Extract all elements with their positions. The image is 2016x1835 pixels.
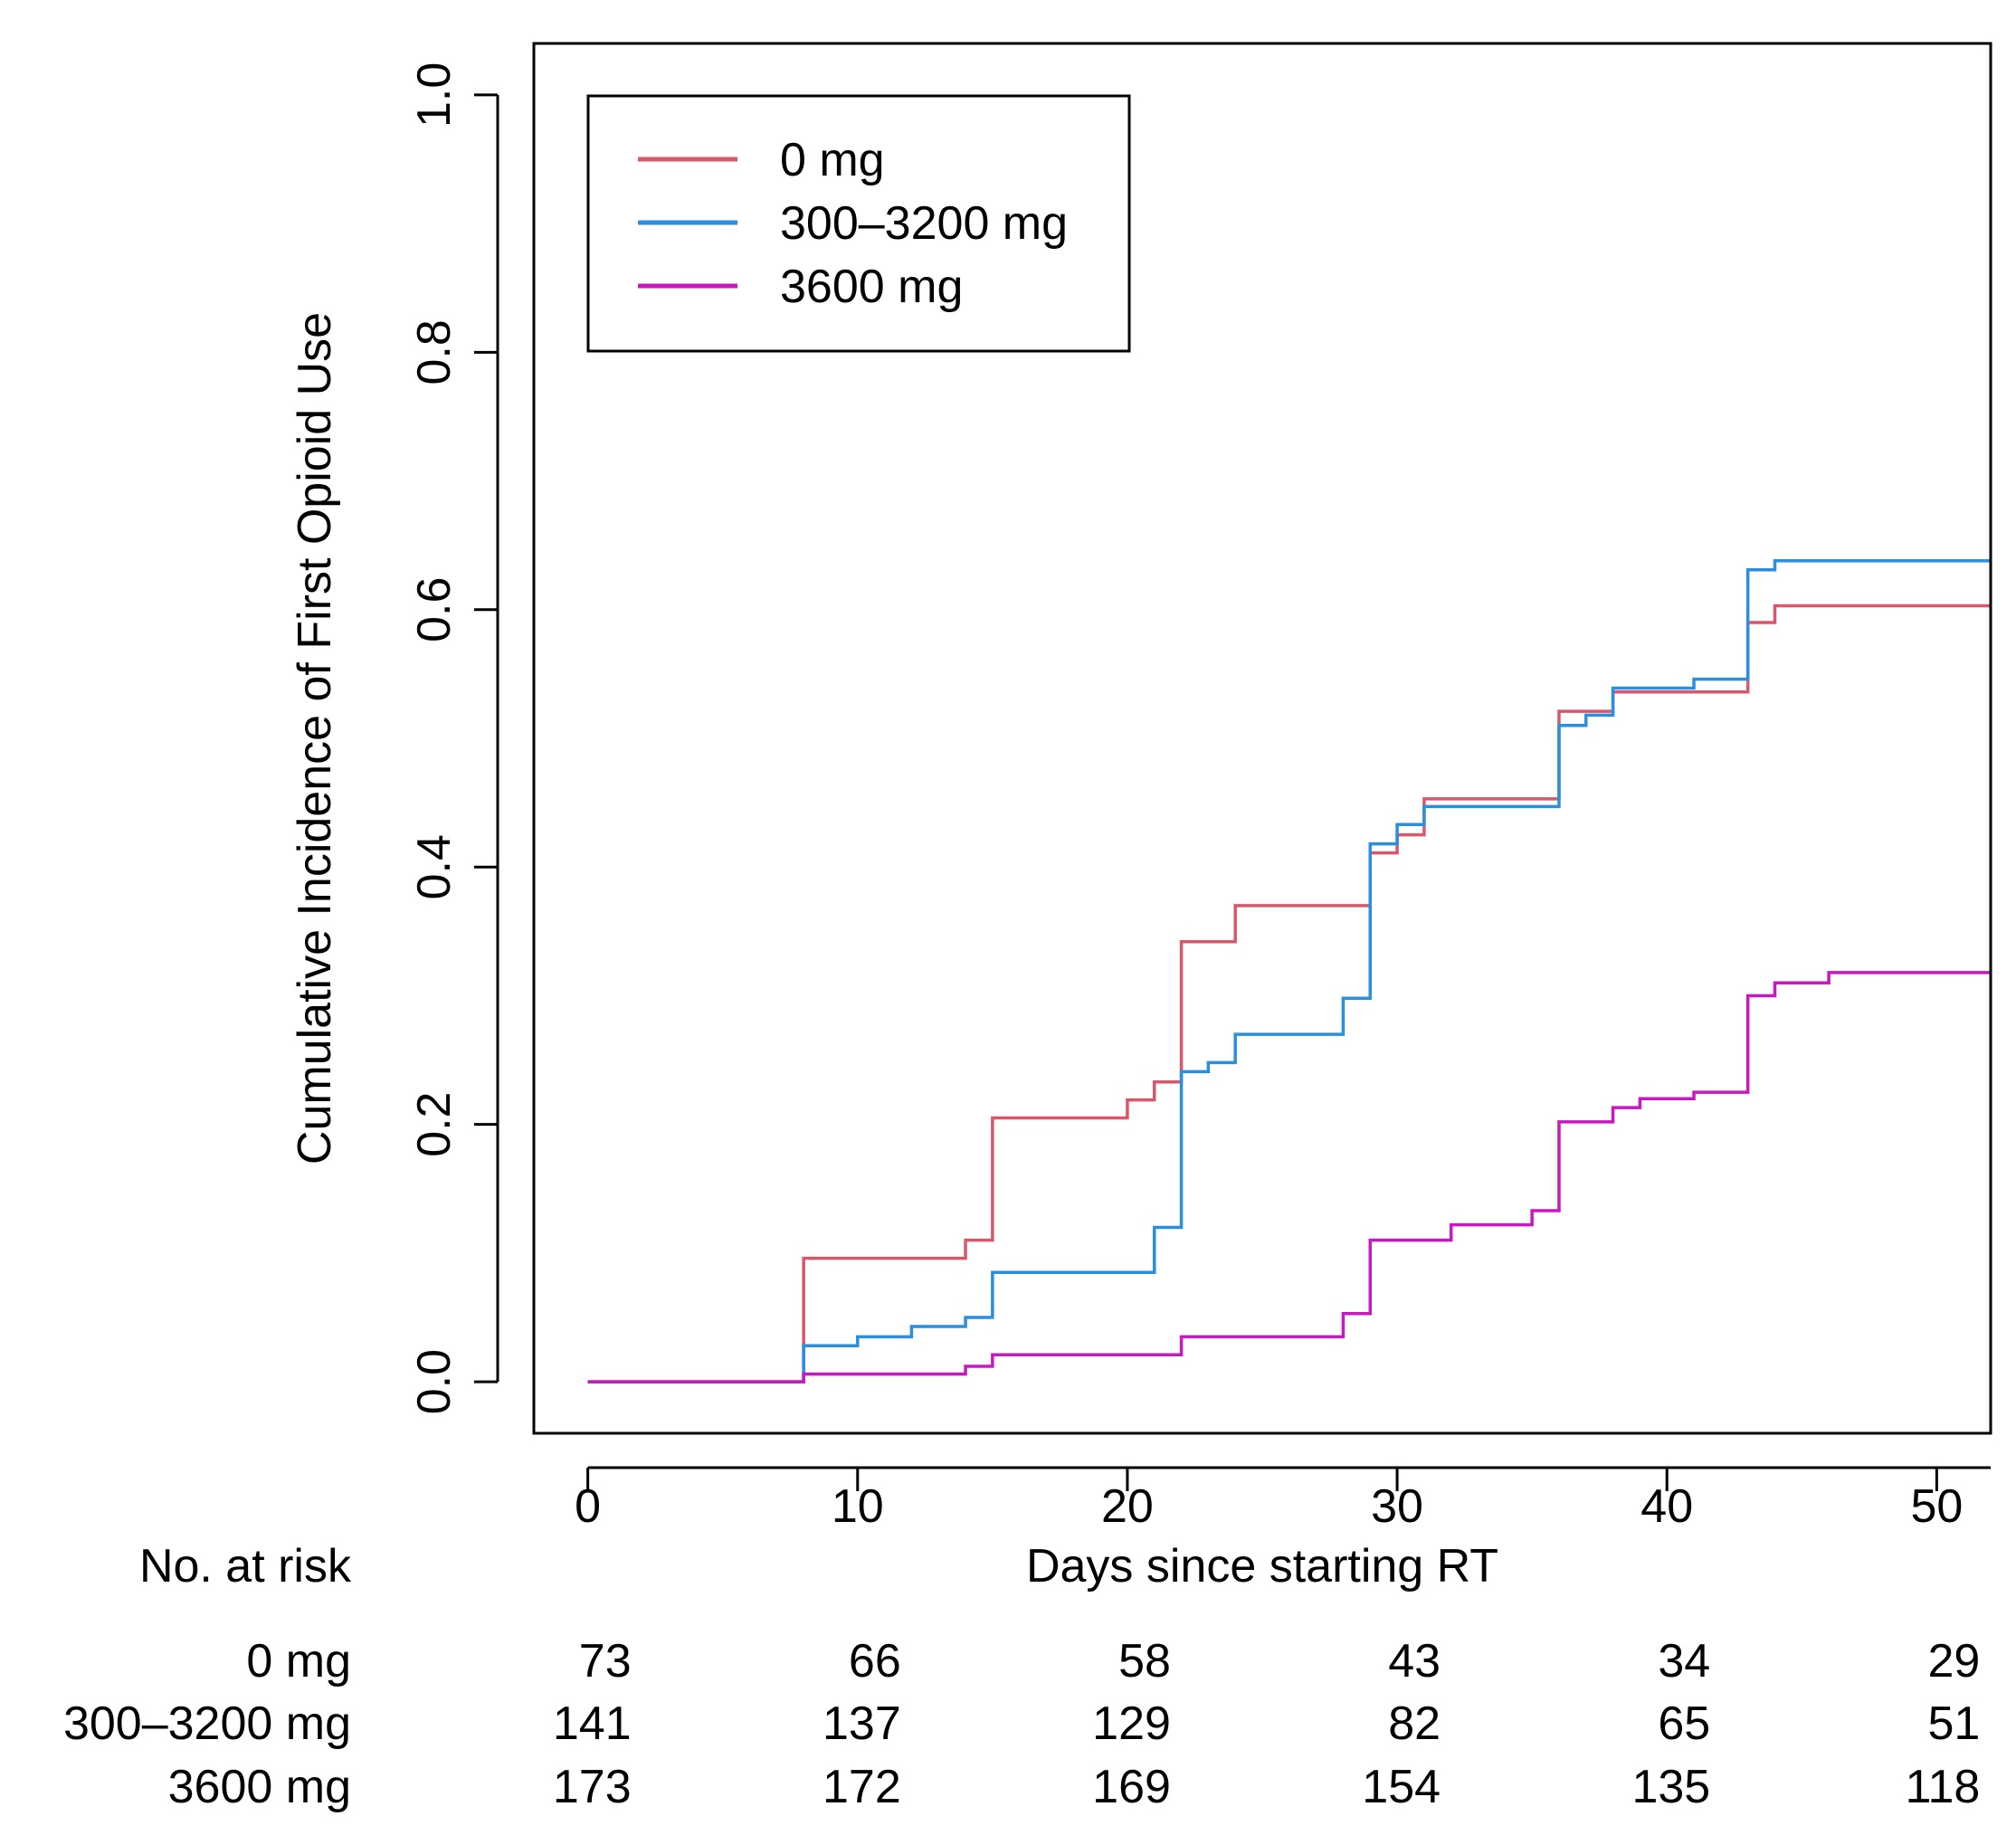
risk-cell: 43 bbox=[1388, 1635, 1441, 1688]
x-tick-label: 40 bbox=[1640, 1480, 1693, 1533]
y-tick-label: 0.8 bbox=[408, 319, 461, 385]
series-layer bbox=[587, 558, 1991, 1383]
risk-cell: 169 bbox=[1092, 1761, 1171, 1813]
legend-label-0: 0 mg bbox=[780, 134, 885, 186]
y-axis: 0.0 0.2 0.4 0.6 0.8 1.0 bbox=[408, 62, 499, 1414]
plot-frame bbox=[532, 42, 1992, 1435]
y-axis-label: Cumulative Incidence of First Opioid Use bbox=[289, 312, 341, 1165]
legend-label-2: 3600 mg bbox=[780, 261, 963, 313]
y-tick-label: 0.4 bbox=[408, 834, 461, 899]
risk-table-header: No. at risk bbox=[139, 1540, 352, 1593]
risk-cell: 173 bbox=[553, 1761, 632, 1813]
y-tick-label: 1.0 bbox=[408, 62, 461, 128]
y-tick-label: 0.2 bbox=[408, 1092, 461, 1157]
risk-cell: 51 bbox=[1928, 1697, 1981, 1750]
legend-label-1: 300–3200 mg bbox=[780, 197, 1068, 250]
risk-cell: 118 bbox=[1905, 1761, 1980, 1813]
risk-cell: 65 bbox=[1658, 1697, 1710, 1750]
risk-cell: 135 bbox=[1631, 1761, 1710, 1813]
x-axis: 0 10 20 30 40 50 bbox=[575, 1466, 1991, 1533]
risk-cell: 141 bbox=[553, 1697, 632, 1750]
risk-cell: 172 bbox=[823, 1761, 901, 1813]
x-axis-label: Days since starting RT bbox=[1026, 1540, 1498, 1593]
risk-cell: 58 bbox=[1118, 1635, 1171, 1688]
x-tick-label: 30 bbox=[1371, 1480, 1423, 1533]
series-line-1 bbox=[587, 558, 1991, 1383]
y-tick-label: 0.6 bbox=[408, 577, 461, 642]
risk-cell: 137 bbox=[823, 1697, 901, 1750]
risk-row-label: 0 mg bbox=[246, 1635, 351, 1688]
x-tick-label: 50 bbox=[1910, 1480, 1963, 1533]
risk-table: No. at risk 0 mg 73 66 58 43 34 29 300–3200 mg 1… bbox=[63, 1540, 1980, 1813]
x-tick-label: 10 bbox=[832, 1480, 884, 1533]
x-tick-label: 0 bbox=[575, 1480, 601, 1533]
risk-cell: 34 bbox=[1658, 1635, 1710, 1688]
risk-row-label: 300–3200 mg bbox=[63, 1697, 351, 1750]
risk-cell: 82 bbox=[1388, 1697, 1441, 1750]
y-tick-label: 0.0 bbox=[408, 1349, 461, 1414]
series-line-2 bbox=[587, 971, 1991, 1383]
risk-cell: 129 bbox=[1092, 1697, 1171, 1750]
risk-cell: 29 bbox=[1928, 1635, 1981, 1688]
risk-cell: 66 bbox=[849, 1635, 901, 1688]
legend: 0 mg 300–3200 mg 3600 mg bbox=[586, 94, 1131, 353]
risk-cell: 154 bbox=[1362, 1761, 1441, 1813]
risk-cell: 73 bbox=[579, 1635, 632, 1688]
x-tick-label: 20 bbox=[1101, 1480, 1154, 1533]
risk-row-label: 3600 mg bbox=[168, 1761, 351, 1813]
